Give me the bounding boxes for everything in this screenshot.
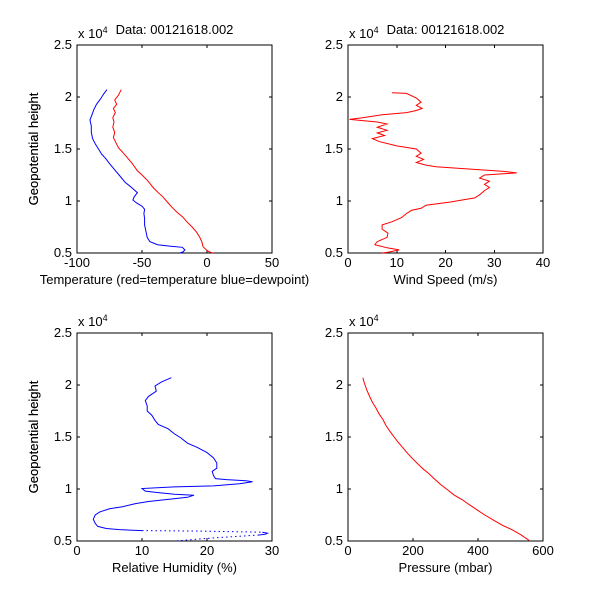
relative-humidity-dotted-lower-curve [141,530,263,533]
y-axis-multiplier: x 104 [349,25,379,41]
pressure-curve [362,377,531,542]
x-tick-label: 400 [467,543,489,558]
y-tick-label: 0.5 [325,245,343,260]
x-tick-label: 40 [536,255,550,270]
y-tick-label: 2 [336,89,343,104]
y-tick-label: 1 [65,481,72,496]
y-tick-label: 2 [65,377,72,392]
x-tick-label: 0 [73,543,80,558]
plot-title: Data: 00121618.002 [116,22,234,37]
x-tick-label: -100 [64,255,90,270]
x-tick-label: 10 [390,255,404,270]
x-tick-label: 50 [265,255,279,270]
y-tick-label: 1.5 [325,141,343,156]
axes-box [76,44,273,254]
y-axis-label: Geopotential height [26,380,41,493]
x-axis-label: Temperature (red=temperature blue=dewpoi… [40,272,310,287]
x-tick-label: 0 [344,255,351,270]
subplot-temperature: -100 -50 0 50 0.5 1 1.5 2 2.5 x 104 Data: 00121618… [26,22,309,287]
x-tick-label: 0 [344,543,351,558]
x-axis-label: Relative Humidity (%) [112,560,237,575]
y-tick-label: 2.5 [54,325,72,340]
y-tick-label: 2 [336,377,343,392]
y-tick-label: 2.5 [325,37,343,52]
y-axis-label: Geopotential height [26,92,41,205]
x-tick-label: 20 [200,543,214,558]
wind-speed-curve [349,92,517,254]
axes-box [347,332,544,542]
y-tick-label: 1.5 [54,429,72,444]
y-tick-label: 0.5 [54,245,72,260]
relative-humidity-hook-curve [258,531,270,536]
y-tick-label: 2.5 [54,37,72,52]
axes-box [347,44,544,254]
y-axis-label: Geopotential height [26,92,41,205]
x-tick-label: 20 [438,255,452,270]
y-axis-multiplier: x 104 [349,313,379,329]
relative-humidity-curve [92,377,253,532]
dewpoint-curve [89,89,186,254]
subplot-wind-speed: 0 10 20 30 400.511.522.5x 104 Data: 00121618.… [26,22,550,287]
y-tick-label: 0.5 [54,533,72,548]
relative-humidity-dotted-bottom-curve [174,534,260,542]
y-axis-multiplier: x 104 [78,25,108,41]
y-tick-label: 1 [65,193,72,208]
x-axis-label: Wind Speed (m/s) [393,272,497,287]
x-axis-label: Pressure (mbar) [399,560,493,575]
x-tick-label: 200 [402,543,424,558]
plot-title: Data: 00121618.002 [387,22,505,37]
x-tick-label: 0 [203,255,210,270]
x-tick-label: 30 [487,255,501,270]
y-tick-label: 1.5 [54,141,72,156]
x-tick-label: 10 [135,543,149,558]
y-axis-multiplier: x 104 [78,313,108,329]
y-tick-label: 2.5 [325,325,343,340]
y-tick-label: 0.5 [325,533,343,548]
y-tick-label: 1.5 [325,429,343,444]
y-tick-label: 2 [65,89,72,104]
x-tick-label: -50 [133,255,152,270]
y-tick-label: 1 [336,193,343,208]
subplot-relative-humidity: 0 10 20 30 0.5 1 1.5 2 2.5 x 104 Relative Humidity… [26,313,279,575]
y-tick-label: 1 [336,481,343,496]
temperature-curve [112,89,213,254]
x-tick-label: 600 [532,543,554,558]
x-tick-label: 30 [265,543,279,558]
y-axis-label: Geopotential height [26,380,41,493]
